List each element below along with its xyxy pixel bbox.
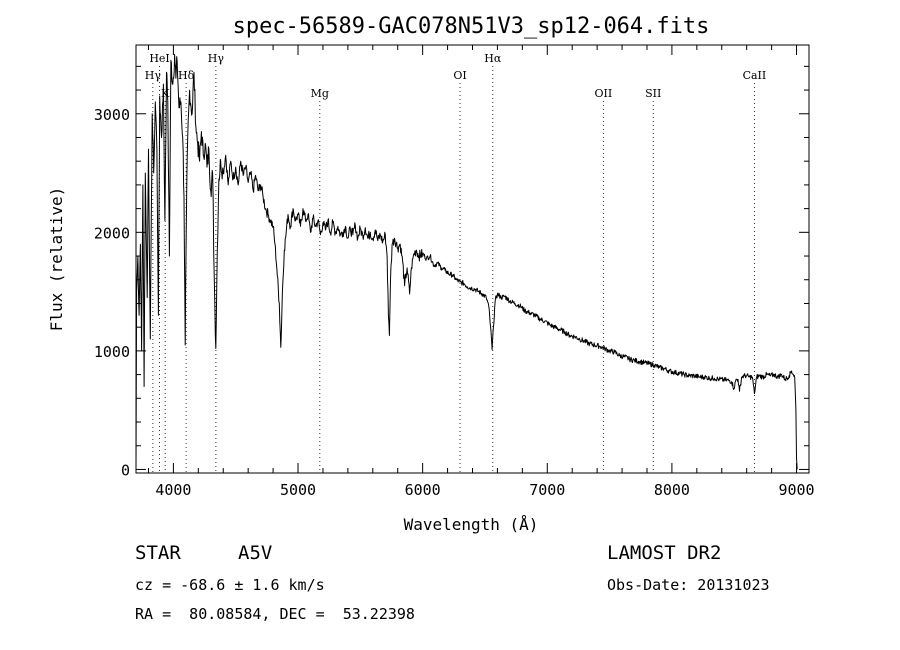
y-tick-label: 1000	[94, 343, 130, 361]
x-tick-label: 8000	[654, 481, 690, 499]
marker-label: HeI	[149, 52, 169, 65]
x-tick-label: 4000	[155, 481, 191, 499]
y-tick-label: 3000	[94, 106, 130, 124]
chart-title: spec-56589-GAC078N51V3_sp12-064.fits	[233, 14, 710, 39]
x-tick-label: 5000	[280, 481, 316, 499]
x-tick-label: 6000	[405, 481, 441, 499]
marker-label: CaII	[743, 69, 767, 82]
marker-label: Hα	[484, 52, 502, 65]
coordinates: RA = 80.08584, DEC = 53.22398	[135, 605, 415, 623]
axis-ticks: 4000 5000 6000 7000 8000 9000 0 1000 2000 3000	[94, 45, 815, 499]
y-tick-label: 2000	[94, 224, 130, 242]
y-tick-label: 0	[121, 461, 130, 479]
x-tick-label: 9000	[778, 481, 814, 499]
y-axis-label: Flux (relative)	[47, 187, 66, 332]
marker-label: Mg	[311, 87, 329, 100]
redshift-velocity: cz = -68.6 ± 1.6 km/s	[135, 576, 325, 594]
plot-frame	[135, 44, 810, 474]
marker-label: Hγ	[145, 69, 162, 82]
marker-label: K	[161, 87, 170, 100]
flux-series-line	[135, 54, 798, 470]
x-axis-label: Wavelength (Å)	[404, 515, 539, 534]
marker-label: Hδ	[178, 69, 195, 82]
object-class: STAR	[135, 542, 181, 564]
marker-label: OII	[595, 87, 613, 100]
marker-label: Hγ	[208, 52, 225, 65]
observation-date: Obs-Date: 20131023	[607, 576, 770, 594]
survey-name: LAMOST DR2	[607, 542, 722, 564]
x-tick-label: 7000	[529, 481, 565, 499]
marker-label: OI	[453, 69, 466, 82]
spectral-line-markers: Hγ HeI K Hδ Hγ Mg OI Hα OII SII CaII	[145, 52, 767, 473]
series-layer	[135, 54, 798, 470]
marker-label: SII	[645, 87, 661, 100]
object-subclass: A5V	[238, 542, 273, 564]
